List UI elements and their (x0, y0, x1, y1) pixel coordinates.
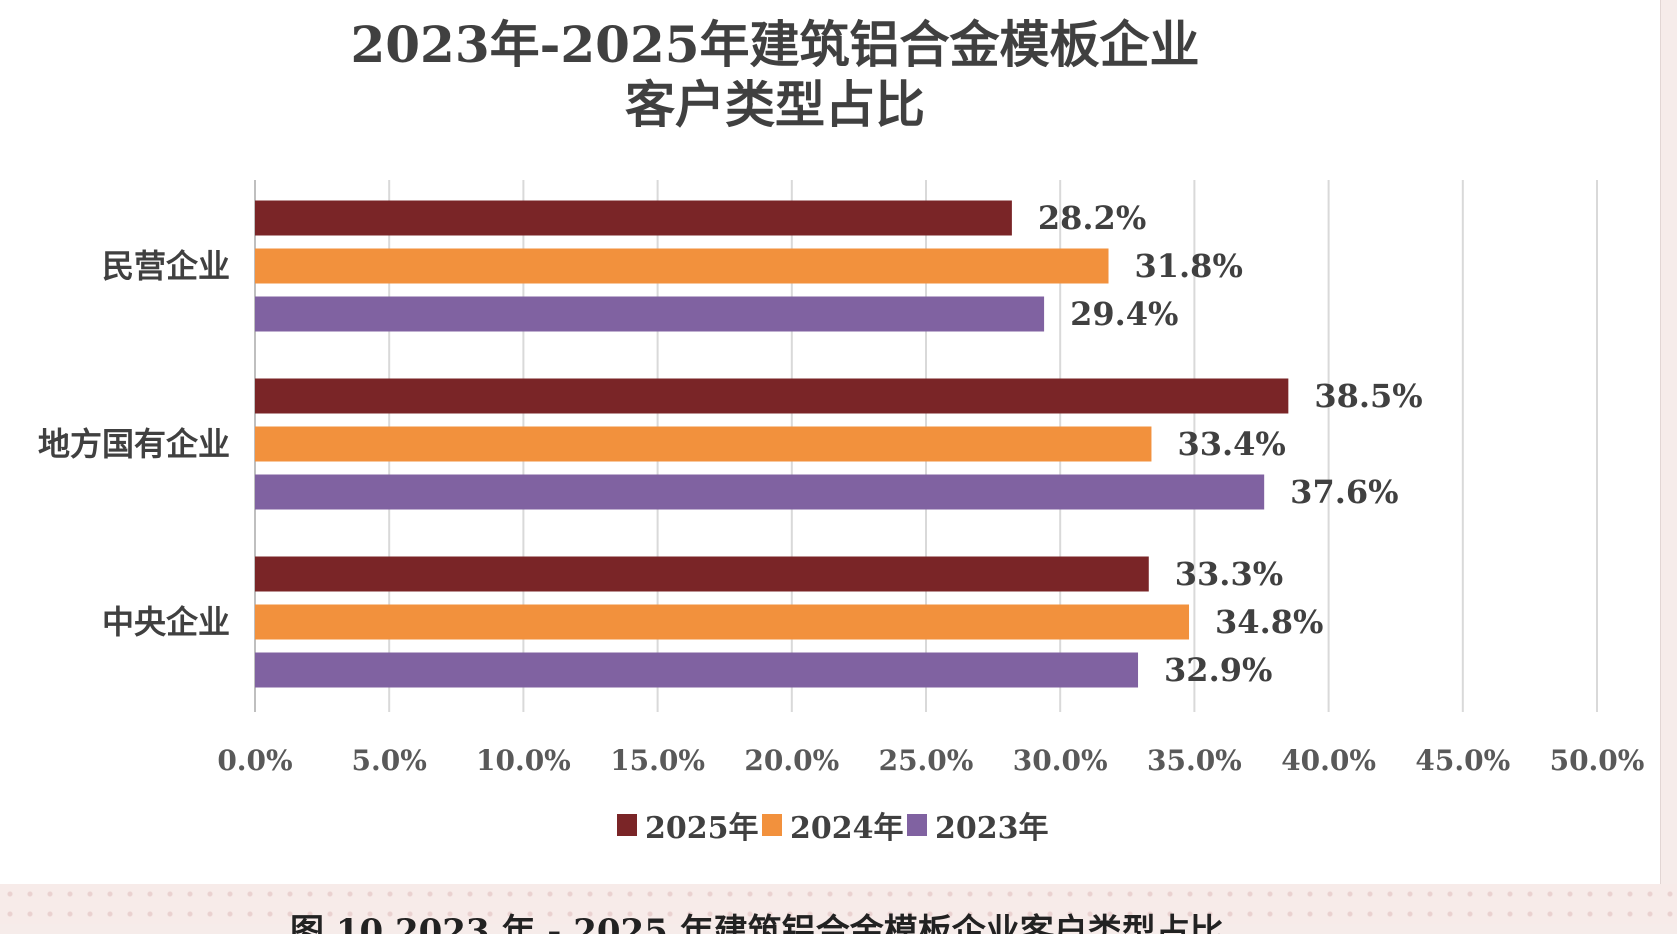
category-label: 民营企业 (102, 247, 230, 285)
data-label: 38.5% (1314, 377, 1422, 415)
bar (255, 296, 1045, 332)
data-label: 31.8% (1135, 247, 1243, 285)
x-tick-label: 25.0% (879, 744, 974, 777)
bar (255, 604, 1190, 640)
x-axis-tick-labels: 0.0% 5.0% 10.0% 15.0% 20.0% 25.0% 30.0% 35.0% 40… (217, 744, 1644, 777)
x-tick-label: 10.0% (476, 744, 571, 777)
page-background-pattern (0, 884, 1677, 924)
chart-title-line1: 2023年-2025年建筑铝合金模板企业 (350, 15, 1199, 74)
data-label: 32.9% (1164, 651, 1272, 689)
x-tick-label: 20.0% (744, 744, 839, 777)
legend-label: 2024年 (790, 811, 904, 846)
legend-swatch (617, 814, 637, 836)
bar (255, 556, 1149, 592)
chart-title-line2: 客户类型占比 (625, 75, 925, 134)
x-tick-label: 0.0% (217, 744, 292, 777)
bar-chart: 2023年-2025年建筑铝合金模板企业 客户类型占比 28.2% 31.8% 29… (38, 15, 1644, 846)
bars-group: 28.2% 31.8% 29.4% 38.5% 33.4%37.6% 33.3% 34.8%… (255, 199, 1423, 689)
bar (255, 652, 1139, 688)
category-label: 地方国有企业 (38, 425, 230, 463)
data-label: 33.4% (1177, 425, 1285, 463)
data-label: 34.8% (1215, 603, 1323, 641)
x-tick-label: 45.0% (1415, 744, 1510, 777)
bar (255, 474, 1265, 510)
bar (255, 426, 1152, 462)
legend: 2025年 2024年 2023年 (617, 811, 1049, 846)
legend-label: 2023年 (935, 811, 1049, 846)
bar (255, 248, 1109, 284)
legend-label: 2025年 (645, 811, 759, 846)
bar (255, 200, 1012, 236)
x-tick-label: 40.0% (1281, 744, 1376, 777)
figure-caption: 图 10 2023 年 - 2025 年建筑铝合金模板企业客户类型占比 (290, 912, 1224, 934)
legend-swatch (907, 814, 927, 836)
x-tick-label: 35.0% (1147, 744, 1242, 777)
data-label: 29.4% (1070, 295, 1178, 333)
x-tick-label: 5.0% (352, 744, 427, 777)
data-label: 33.3% (1175, 555, 1283, 593)
bar (255, 378, 1289, 414)
category-label: 中央企业 (102, 603, 230, 641)
x-tick-label: 50.0% (1550, 744, 1645, 777)
x-tick-label: 30.0% (1013, 744, 1108, 777)
x-tick-label: 15.0% (610, 744, 705, 777)
data-label: 28.2% (1038, 199, 1146, 237)
data-label: 37.6% (1290, 473, 1398, 511)
legend-swatch (762, 814, 782, 836)
